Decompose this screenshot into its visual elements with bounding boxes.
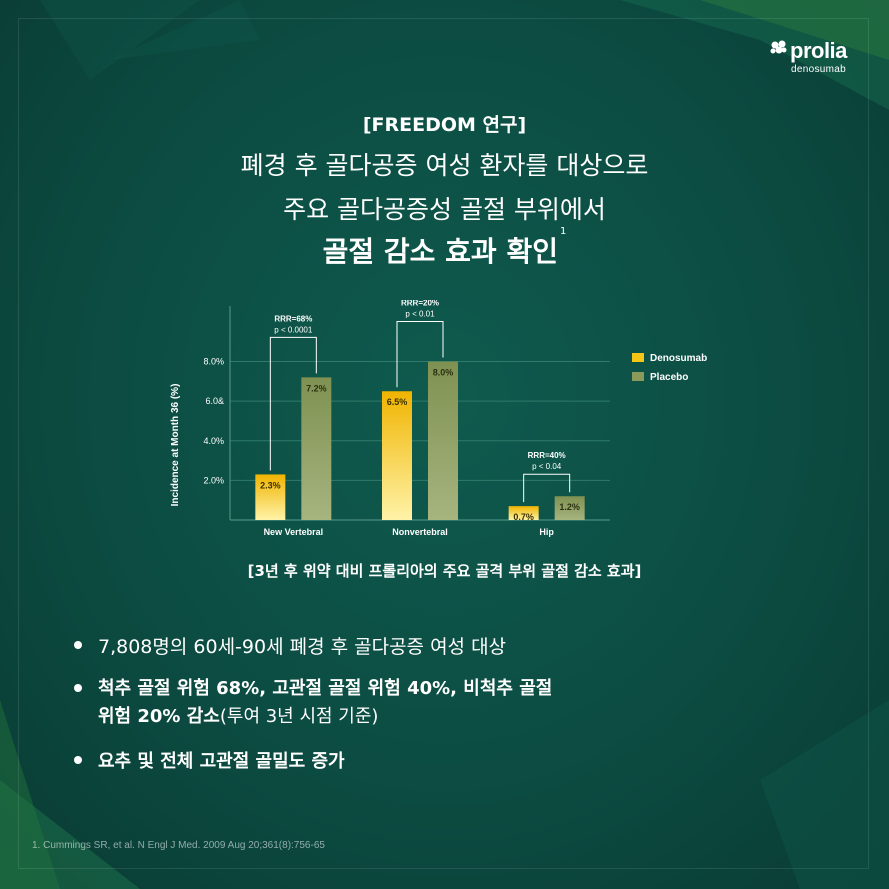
y-tick-label: 8.0% [203,357,224,367]
legend-label: Denosumab [650,353,707,364]
brand-subtitle: denosumab [791,64,846,75]
bullet-text-bold-2: 위험 20% 감소 [98,706,220,727]
headline-line-1: 폐경 후 골다공증 여성 환자를 대상으로 [240,151,649,180]
rrr-label: RRR=68% [274,314,312,323]
bar-denosumab [255,474,286,520]
y-tick-label: 6.0& [205,396,224,406]
headline-line-3: 골절 감소 효과 확인1 [0,226,889,270]
prolia-logo: prolia denosumab [770,38,860,78]
headline-emphasis: 골절 감소 효과 확인 [322,235,558,268]
data-label: 7.2% [306,383,327,393]
bar-denosumab [508,506,539,520]
bar-denosumab [382,391,412,520]
bar-placebo [428,361,458,520]
brand-name: prolia [790,38,847,63]
y-tick-label: 4.0% [203,436,224,446]
data-label: 6.5% [387,397,408,407]
bullet-dot [74,684,82,692]
bar-placebo [554,496,585,520]
rrr-label: RRR=20% [401,300,439,308]
p-value-label: p < 0.01 [405,310,435,319]
x-tick-label: Nonvertebral [392,527,448,537]
bullet-text-bold: 척추 골절 위험 68%, 고관절 골절 위험 40%, 비척추 골절 [98,678,553,699]
x-tick-label: New Vertebral [264,527,324,537]
footnote-marker: 1 [559,226,567,237]
bullet-text: 요추 및 전체 고관절 골밀도 증가 [98,751,345,772]
bullet-item: 요추 및 전체 고관절 골밀도 증가 [74,747,834,773]
study-tag: [FREEDOM 연구] [362,114,527,136]
bullet-dot [74,756,82,764]
significance-bracket [523,473,571,503]
y-tick-label: 2.0% [203,475,224,485]
legend-label: Placebo [650,372,688,383]
bullet-dot [74,641,82,649]
data-label: 0.7% [513,512,534,522]
bullet-item: 7,808명의 60세-90세 폐경 후 골다공증 여성 대상 [74,632,834,659]
fracture-incidence-chart: 2.0% 4.0% 6.0&8.0% Incidence at Month 36 (%… [170,300,707,537]
chart-caption: [3년 후 위약 대비 프롤리아의 주요 골격 부위 골절 감소 효과] [247,562,642,580]
p-value-label: p < 0.04 [532,462,562,471]
legend-swatch-placebo [632,372,644,381]
bullet-text-note: (투여 3년 시점 기준) [219,706,379,727]
data-label: 1.2% [559,502,580,512]
bullet-text: 7,808명의 60세-90세 폐경 후 골다공증 여성 대상 [98,636,507,658]
bar-placebo [301,377,332,520]
key-points: 7,808명의 60세-90세 폐경 후 골다공증 여성 대상 척추 골절 위험… [74,632,834,789]
reference-citation: 1. Cummings SR, et al. N Engl J Med. 200… [32,840,325,851]
significance-bracket [269,336,317,471]
data-label: 2.3% [260,480,281,490]
p-value-label: p < 0.0001 [274,325,313,334]
headline-line-2: 주요 골다공증성 골절 부위에서 [283,195,606,224]
legend-swatch-denosumab [632,353,644,362]
bullet-item: 척추 골절 위험 68%, 고관절 골절 위험 40%, 비척추 골절 위험 2… [74,675,834,731]
y-axis-label: Incidence at Month 36 (%) [170,384,181,507]
rrr-label: RRR=40% [528,451,566,460]
flower-icon [770,40,787,54]
x-tick-label: Hip [539,527,554,537]
data-label: 8.0% [433,368,454,378]
content-frame [18,18,869,869]
significance-bracket [396,321,444,388]
